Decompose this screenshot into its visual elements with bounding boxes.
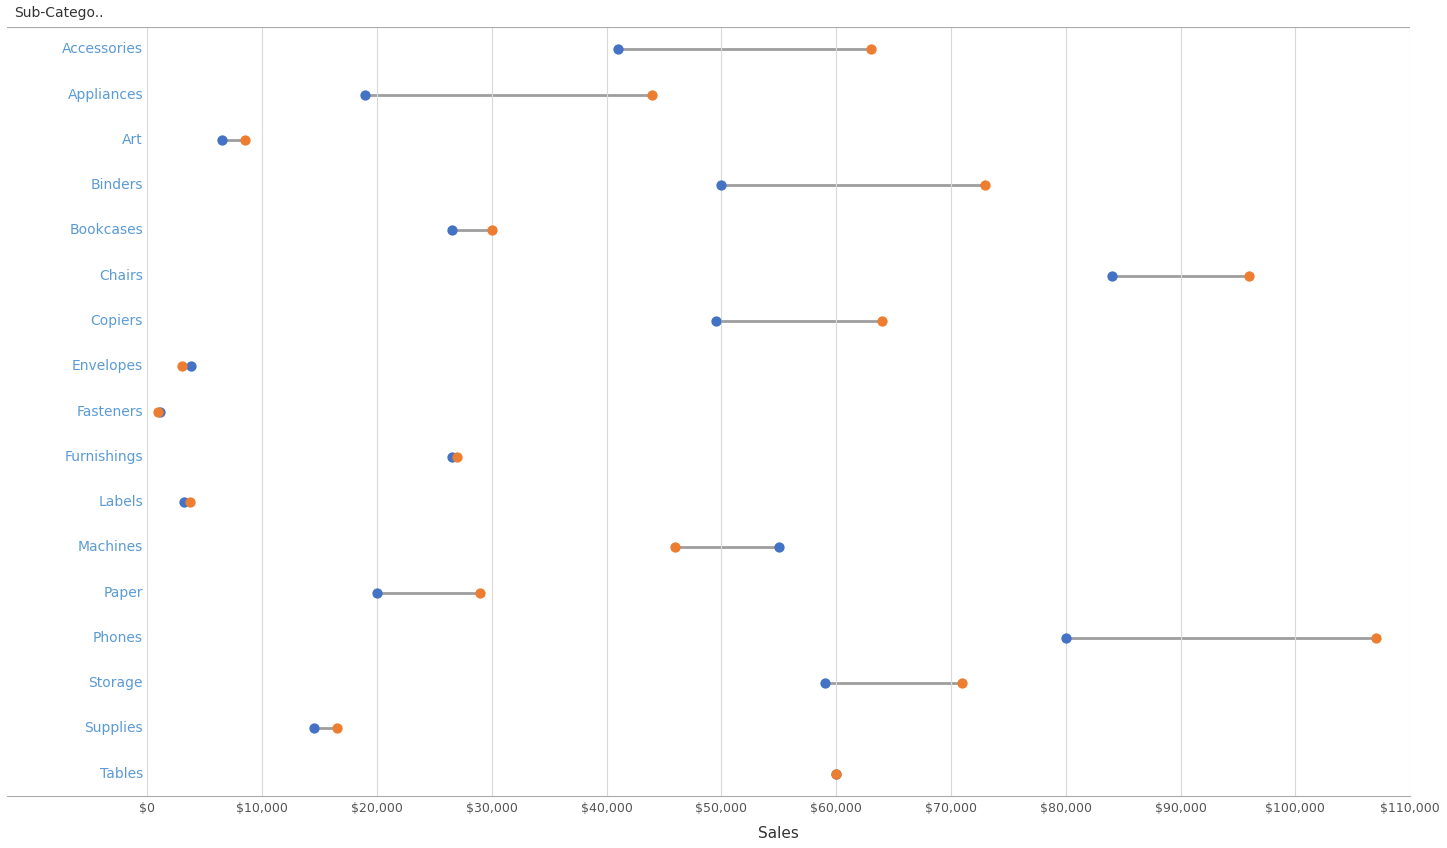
Point [233,133,256,147]
Point [440,450,463,464]
Text: Appliances: Appliances [68,87,143,102]
Point [860,42,883,56]
Point [606,42,629,56]
Point [705,315,728,328]
Text: Copiers: Copiers [91,314,143,328]
Text: Supplies: Supplies [84,722,143,735]
Point [813,677,836,690]
Text: Chairs: Chairs [100,269,143,282]
Point [172,495,195,509]
Point [664,540,687,554]
Point [1100,269,1123,282]
Point [974,178,997,192]
Text: Art: Art [123,133,143,147]
Point [326,722,349,735]
Point [641,88,664,102]
Text: Bookcases: Bookcases [69,223,143,237]
Point [355,88,378,102]
Point [440,224,463,237]
Point [951,677,974,690]
Point [709,178,732,192]
Text: Phones: Phones [93,631,143,645]
Text: Tables: Tables [100,767,143,781]
Point [1365,631,1388,644]
Point [210,133,233,147]
Point [302,722,326,735]
Point [1237,269,1260,282]
Text: Accessories: Accessories [62,42,143,56]
Text: Labels: Labels [98,495,143,509]
Text: Storage: Storage [88,676,143,690]
Point [365,586,388,600]
Point [171,360,194,373]
Point [480,224,504,237]
Point [767,540,790,554]
Point [469,586,492,600]
Text: Envelopes: Envelopes [72,360,143,373]
Point [178,495,201,509]
Text: Furnishings: Furnishings [65,449,143,464]
Point [825,767,848,780]
Point [825,767,848,780]
Point [871,315,894,328]
Text: Paper: Paper [104,586,143,600]
Point [149,404,172,418]
X-axis label: Sales: Sales [758,826,799,841]
Point [146,404,169,418]
Text: Machines: Machines [78,540,143,555]
Point [446,450,469,464]
Text: Sub-Catego..: Sub-Catego.. [14,6,104,20]
Point [1055,631,1078,644]
Text: Fasteners: Fasteners [77,404,143,419]
Point [179,360,203,373]
Text: Binders: Binders [91,178,143,192]
